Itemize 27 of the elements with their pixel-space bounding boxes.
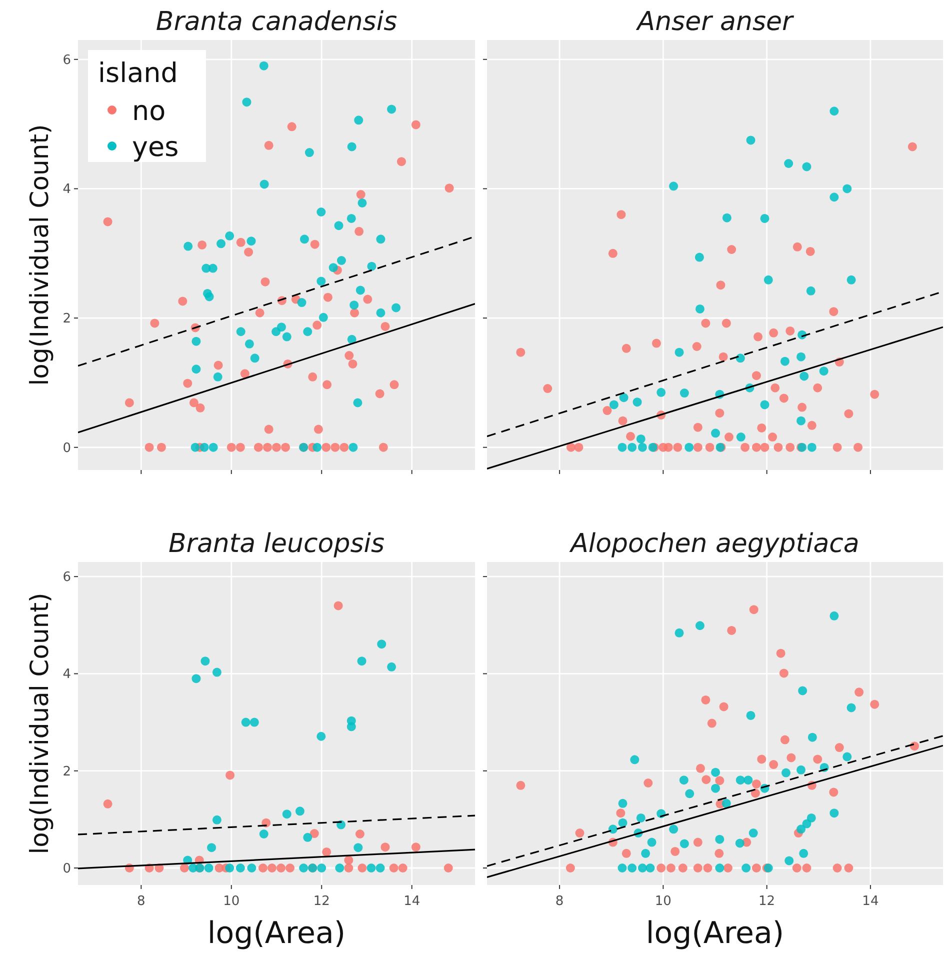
- y-tick-label: 6: [62, 570, 71, 586]
- x-axis-title: log(Area): [207, 916, 346, 951]
- y-tick-label: 2: [62, 312, 71, 327]
- y-tick-label: 4: [62, 667, 71, 682]
- x-tick-label: 10: [223, 894, 240, 909]
- y-tick-label: 4: [62, 182, 71, 198]
- chart-title: Alopochen aegyptiaca: [568, 529, 860, 559]
- x-tick-label: 10: [654, 894, 672, 909]
- chart-title: Anser anser: [635, 7, 796, 37]
- x-tick-label: 14: [404, 894, 420, 909]
- legend-label: no: [132, 96, 166, 127]
- legend-title: island: [98, 58, 178, 89]
- y-axis-title: log(Individual Count): [25, 124, 54, 386]
- legend-label: yes: [132, 132, 179, 163]
- chart-title: Branta canadensis: [156, 7, 398, 37]
- x-tick-label: 8: [137, 894, 146, 909]
- y-tick-label: 6: [62, 52, 71, 68]
- chart-title: Branta leucopsis: [168, 529, 385, 559]
- x-axis-title: log(Area): [646, 916, 784, 951]
- y-tick-label: 2: [62, 764, 71, 780]
- y-tick-label: 0: [62, 862, 71, 876]
- x-tick-label: 8: [555, 894, 564, 909]
- y-tick-label: 0: [62, 440, 71, 456]
- x-tick-label: 12: [758, 894, 776, 909]
- x-tick-label: 14: [862, 894, 879, 909]
- x-tick-label: 12: [313, 894, 330, 909]
- y-axis-title: log(Individual Count): [25, 592, 54, 854]
